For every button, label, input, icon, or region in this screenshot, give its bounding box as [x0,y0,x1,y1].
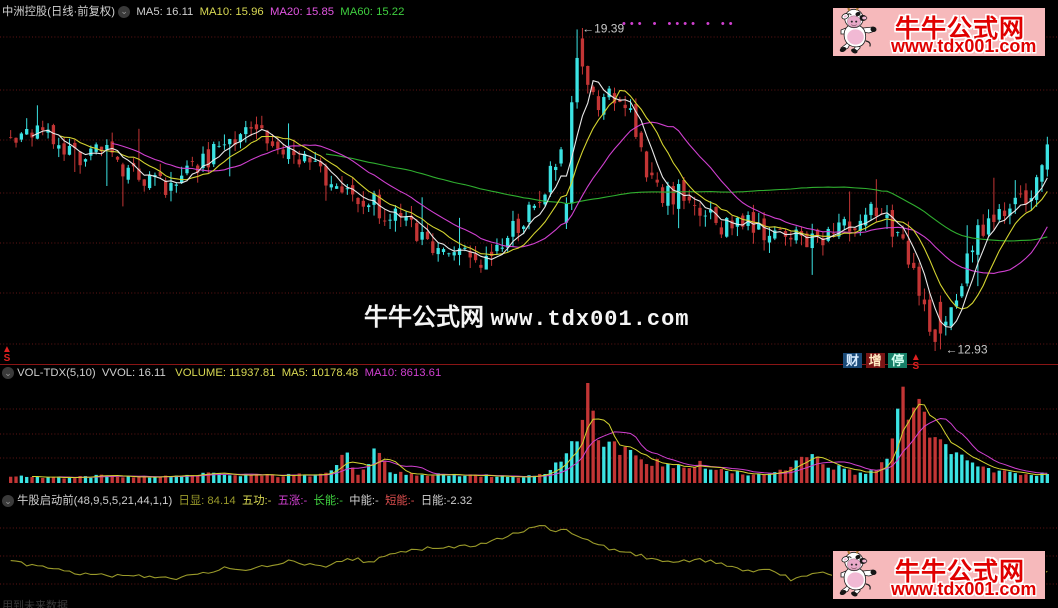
svg-text:←12.93: ←12.93 [946,342,988,356]
svg-text:←19.39: ←19.39 [582,21,624,35]
